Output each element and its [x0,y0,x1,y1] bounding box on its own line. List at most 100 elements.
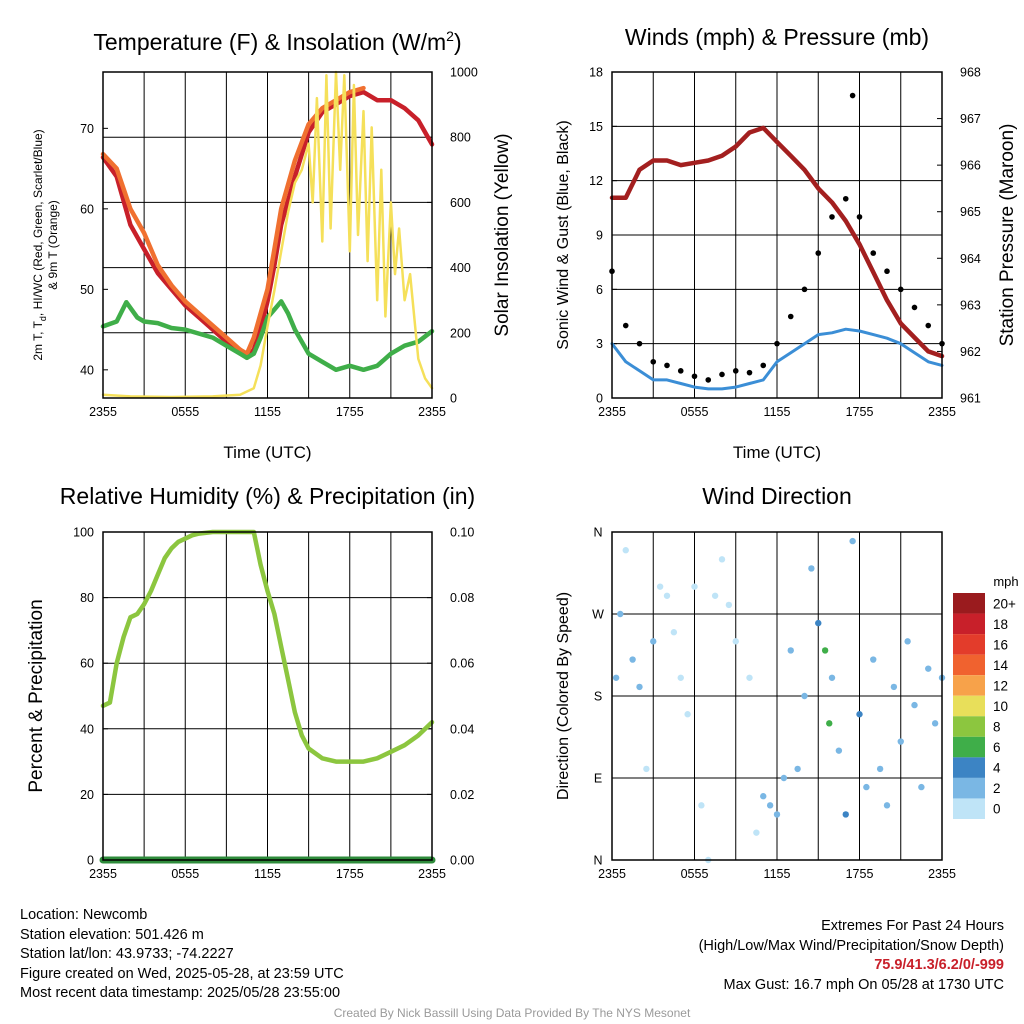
direction-point [711,592,719,599]
plot-frame [611,71,943,399]
direction-point [794,765,801,773]
colorbar-label: 14 [993,658,1009,673]
credit-line: Created By Nick Bassill Using Data Provi… [333,1006,691,1020]
colorbar-label: 4 [993,761,1001,776]
y-tick-label: 40 [80,363,94,377]
y2-axis-label: Station Pressure (Maroon) [997,124,1018,347]
gust-point [787,313,794,320]
plot-frame [611,531,943,861]
y2-tick-label: 1000 [450,66,478,80]
y2-tick-label: 200 [450,326,471,340]
x-tick-label: 2355 [928,405,956,419]
humidity-panel: 2355 0555 1155 1755 2355 Relative Humidity (%… [26,483,475,881]
y2-tick-label: 800 [450,131,471,145]
y-tick-label: W [592,608,604,622]
direction-point [629,656,636,663]
temperature-series-0 [100,89,435,361]
colorbar-swatch [953,736,985,758]
direction-point [849,537,856,545]
figure-created: Figure created on Wed, 2025-05-28, at 23… [20,965,344,982]
direction-point [684,711,691,718]
y-tick-label: 15 [589,120,603,134]
winds-title: Winds (mph) & Pressure (mb) [625,24,929,50]
y-tick-label: 50 [80,283,94,297]
x-tick-label: 1155 [254,405,281,419]
colorbar-label: 2 [993,781,1001,796]
y-tick-label: 100 [73,526,94,540]
gust-point [856,214,863,220]
y2-tick-label: 967 [960,112,981,126]
y-axis-label-line2: & 9m T (Orange) [46,200,60,290]
colorbar-swatch [953,593,985,614]
gust-point [925,322,932,329]
y2-tick-label: 0.02 [450,788,474,802]
y2-axis-label: Solar Insolation (Yellow) [492,133,513,336]
winds-panel: 2355 0555 1155 1755 2355 Winds (mph) & Pressu… [555,24,1018,462]
gust-point [664,362,670,369]
colorbar-swatch [953,757,985,778]
direction-point [746,674,753,681]
colorbar-swatch [953,695,985,717]
y2-tick-label: 0.10 [450,526,474,540]
temperature-series-2 [100,299,435,373]
direction-point [787,647,794,654]
y2-tick-label: 963 [960,298,981,312]
gust-point [911,304,918,311]
y-tick-label: 60 [80,657,94,671]
extremes-legend: (High/Low/Max Wind/Precipitation/Snow De… [698,937,1004,954]
y2-tick-label: 0.06 [450,657,474,671]
x-tick-label: 0555 [171,405,199,419]
x-tick-label: 2355 [89,405,117,419]
extremes-title: Extremes For Past 24 Hours [821,918,1004,934]
y-tick-label: 40 [80,722,94,736]
direction-point [821,647,829,654]
plot-frame [102,71,433,399]
y2-tick-label: 965 [960,205,981,219]
direction-point [663,592,671,599]
y-tick-label: 18 [589,66,603,80]
y2-tick-label: 966 [960,159,981,173]
wind-direction-panel: 2355 0555 1155 1755 2355 Wind Direction N E S W N D… [555,483,956,881]
x-axis-label: Time (UTC) [733,443,821,462]
colorbar-label: 10 [993,699,1008,714]
direction-point [883,802,891,809]
direction-point [636,683,643,691]
x-tick-label: 1755 [336,405,364,419]
x-tick-label: 1155 [254,867,281,881]
direction-point [725,601,733,609]
colorbar-swatch [953,613,985,635]
pressure-series [609,125,945,359]
y-tick-label: 3 [596,337,603,351]
direction-point [612,674,620,681]
direction-point [911,701,918,709]
direction-point [826,720,833,727]
direction-point [931,720,939,727]
max-gust: Max Gust: 16.7 mph On 05/28 at 1730 UTC [723,976,1004,993]
colorbar-label: 0 [993,802,1001,817]
y-axis-label: Percent & Precipitation [26,599,47,792]
y-tick-label: N [593,854,602,868]
x-tick-label: 1755 [846,867,874,881]
y2-tick-label: 961 [960,392,981,406]
y-tick-label: 12 [589,174,603,188]
extremes-info: Extremes For Past 24 Hours (High/Low/Max… [699,917,1004,995]
x-tick-label: 2355 [418,405,446,419]
wind-direction-title: Wind Direction [702,483,852,509]
extremes-values: 75.9/41.3/6.2/0/-999 [874,957,1004,974]
y-tick-label: 0 [87,854,94,868]
plot-frame [102,531,433,861]
gust-point [815,250,822,256]
direction-point [897,738,904,745]
direction-point [918,783,925,791]
direction-point [773,811,781,818]
colorbar-swatch [953,798,985,819]
y-tick-label: 0 [596,392,603,406]
direction-point [718,556,726,563]
direction-point [622,547,629,554]
y2-tick-label: 600 [450,196,471,210]
gust-point [636,340,643,347]
colorbar-label: 12 [993,678,1008,693]
y-tick-label: 60 [80,202,94,216]
colorbar-swatch [953,654,985,676]
gust-point [732,368,739,374]
